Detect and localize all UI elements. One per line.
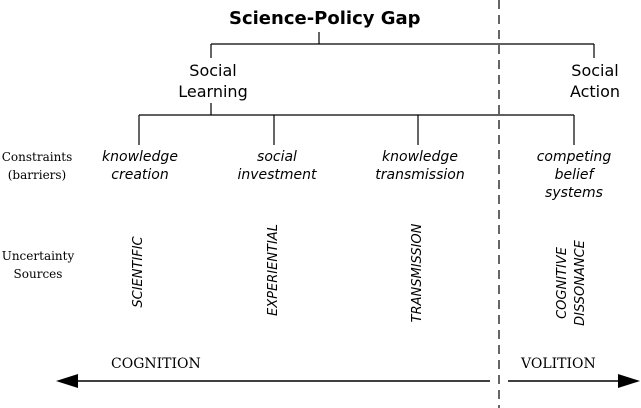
constraint-social-investment: social investment [220,148,334,184]
constraint-competing-belief-systems: competing belief systems [518,148,630,202]
constraints-row-label: Constraints (barriers) [0,148,74,184]
cognition-label: COGNITION [111,356,201,372]
uncertainty-line: SCIENTIFIC [131,236,146,308]
uncertainty-line: EXPERIENTIAL [266,224,281,316]
social-action-line-2: Action [569,82,621,101]
uncertainty-experiential: EXPERIENTIAL [265,224,283,316]
cognition-arrowhead [56,374,78,388]
uncertainty-line: DISSONANCE [573,240,588,326]
constraint-line: knowledge [102,149,178,165]
social-action-line-1: Social [571,61,619,80]
constraint-line: transmission [375,167,465,183]
uncertainty-row-label: Uncertainty Sources [0,247,76,283]
uncertainty-row-label-line-2: Sources [13,267,63,281]
constraint-line: knowledge [382,149,458,165]
social-learning-label: Social Learning [161,60,265,102]
uncertainty-cognitive-dissonance: COGNITIVE DISSONANCE [554,240,590,326]
social-learning-line-2: Learning [178,82,248,101]
volition-label: VOLITION [521,356,596,372]
social-action-label: Social Action [557,60,633,102]
volition-arrowhead [618,374,640,388]
constraint-line: belief [554,167,594,183]
constraint-knowledge-creation: knowledge creation [84,148,196,184]
constraints-row-label-line-1: Constraints [1,150,73,164]
uncertainty-line: COGNITIVE [555,247,570,319]
social-learning-line-1: Social [189,61,237,80]
constraint-knowledge-transmission: knowledge transmission [356,148,484,184]
constraint-line: creation [111,167,169,183]
uncertainty-row-label-line-1: Uncertainty [1,249,75,263]
uncertainty-transmission: TRANSMISSION [409,224,427,323]
constraint-line: competing [536,149,612,165]
constraint-line: investment [237,167,317,183]
constraints-row-label-line-2: (barriers) [7,168,67,182]
constraint-line: systems [545,185,603,201]
constraint-line: social [257,149,297,165]
uncertainty-scientific: SCIENTIFIC [130,236,148,307]
diagram-title: Science-Policy Gap [229,8,421,29]
uncertainty-line: TRANSMISSION [410,223,425,323]
